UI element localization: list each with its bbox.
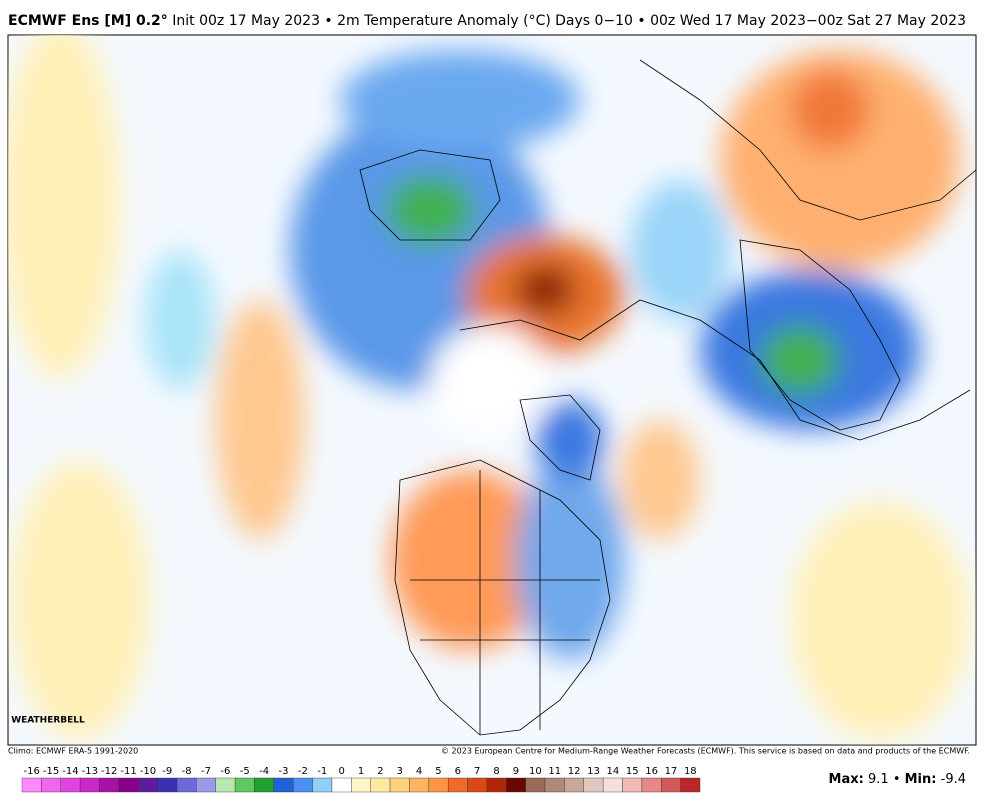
colorbar-label: -15: [43, 766, 59, 777]
colorbar-swatch: [41, 777, 61, 793]
anomaly-field: [8, 35, 970, 740]
colorbar-swatch: [370, 777, 391, 793]
colorbar-swatch: [176, 777, 197, 793]
copyright: © 2023 European Centre for Medium-Range …: [441, 747, 970, 756]
colorbar-label: -4: [259, 766, 269, 777]
colorbar-swatch: [331, 777, 352, 793]
colorbar-swatch: [389, 777, 410, 793]
colorbar-label: 11: [548, 766, 561, 777]
colorbar-swatch: [428, 777, 449, 793]
colorbar-label: -5: [240, 766, 250, 777]
colorbar-swatch: [215, 777, 236, 793]
colorbar-label: 1: [358, 766, 364, 777]
colorbar-label: -8: [182, 766, 192, 777]
colorbar-label: 4: [416, 766, 422, 777]
colorbar-label: 6: [455, 766, 461, 777]
colorbar-label: 16: [645, 766, 658, 777]
colorbar-swatch: [641, 777, 662, 793]
colorbar-swatch: [254, 777, 275, 793]
colorbar-label: -9: [162, 766, 172, 777]
colorbar-label: -3: [279, 766, 289, 777]
colorbar-label: -11: [120, 766, 136, 777]
colorbar-swatch: [312, 777, 333, 793]
date-range: Days 0−10 • 00z Wed 17 May 2023−00z Sat …: [555, 13, 966, 29]
map: WEATHERBELL: [7, 34, 977, 746]
colorbar-swatch: [661, 777, 681, 793]
colorbar-swatch: [234, 777, 255, 793]
colorbar-label: 13: [587, 766, 600, 777]
colorbar-label: -12: [101, 766, 117, 777]
colorbar-label: 2: [377, 766, 383, 777]
logo: WEATHERBELL: [11, 716, 85, 726]
colorbar-swatch: [409, 777, 429, 793]
colorbar-swatch: [525, 777, 546, 793]
stats: Max: 9.1 • Min: -9.4: [829, 772, 966, 787]
colorbar-swatch: [60, 777, 81, 793]
colorbar-label: -14: [62, 766, 78, 777]
min-label: Min:: [905, 772, 937, 787]
colorbar-swatch: [680, 777, 701, 793]
colorbar-label: -2: [298, 766, 308, 777]
colorbar-label: 17: [665, 766, 678, 777]
colorbar-swatch: [602, 777, 623, 793]
colorbar-swatch: [138, 777, 158, 793]
colorbar-label: 5: [435, 766, 441, 777]
colorbar-label: -6: [220, 766, 230, 777]
colorbar-swatch: [467, 777, 488, 793]
title: ECMWF Ens [M] 0.2° Init 00z 17 May 2023 …: [8, 13, 551, 29]
colorbar-label: -16: [24, 766, 40, 777]
min-value: -9.4: [941, 772, 966, 787]
max-value: 9.1: [868, 772, 889, 787]
colorbar-swatch: [293, 777, 313, 793]
title-bold: ECMWF Ens [M] 0.2°: [8, 13, 168, 29]
colorbar-label: -13: [82, 766, 98, 777]
colorbar-swatch: [99, 777, 120, 793]
colorbar-swatch: [21, 777, 42, 793]
colorbar-swatch: [196, 777, 216, 793]
colorbar-swatch: [506, 777, 526, 793]
colorbar-swatch: [79, 777, 100, 793]
colorbar-label: 18: [684, 766, 697, 777]
colorbar-label: 3: [397, 766, 403, 777]
colorbar-swatch: [544, 777, 565, 793]
borders: [359, 59, 977, 736]
colorbar-swatch: [583, 777, 604, 793]
colorbar-label: 0: [338, 766, 344, 777]
colorbar-label: 8: [493, 766, 499, 777]
colorbar-label: -10: [140, 766, 156, 777]
colorbar-label: 14: [606, 766, 619, 777]
climo: Climo: ECMWF ERA-5 1991-2020: [8, 747, 138, 756]
colorbar-label: 9: [513, 766, 519, 777]
max-label: Max:: [829, 772, 864, 787]
colorbar-swatch: [351, 777, 371, 793]
colorbar-label: -1: [317, 766, 327, 777]
colorbar-swatch: [157, 777, 178, 793]
sep: •: [893, 772, 901, 787]
colorbar-swatch: [564, 777, 584, 793]
colorbar-swatch: [118, 777, 139, 793]
colorbar-swatch: [447, 777, 468, 793]
colorbar-swatch: [273, 777, 294, 793]
title-rest: Init 00z 17 May 2023 • 2m Temperature An…: [172, 13, 551, 29]
colorbar-label: 15: [626, 766, 639, 777]
colorbar-label: 10: [529, 766, 542, 777]
colorbar-label: 7: [474, 766, 480, 777]
colorbar-swatch: [622, 777, 643, 793]
colorbar: -16 -15 -14 -13 -12 -11 -10 -9 -8 -7 -6 -5 -4 -3 -2 -1 0…: [21, 766, 701, 793]
colorbar-label: -7: [201, 766, 211, 777]
colorbar-label: 12: [568, 766, 581, 777]
colorbar-swatch: [486, 777, 507, 793]
